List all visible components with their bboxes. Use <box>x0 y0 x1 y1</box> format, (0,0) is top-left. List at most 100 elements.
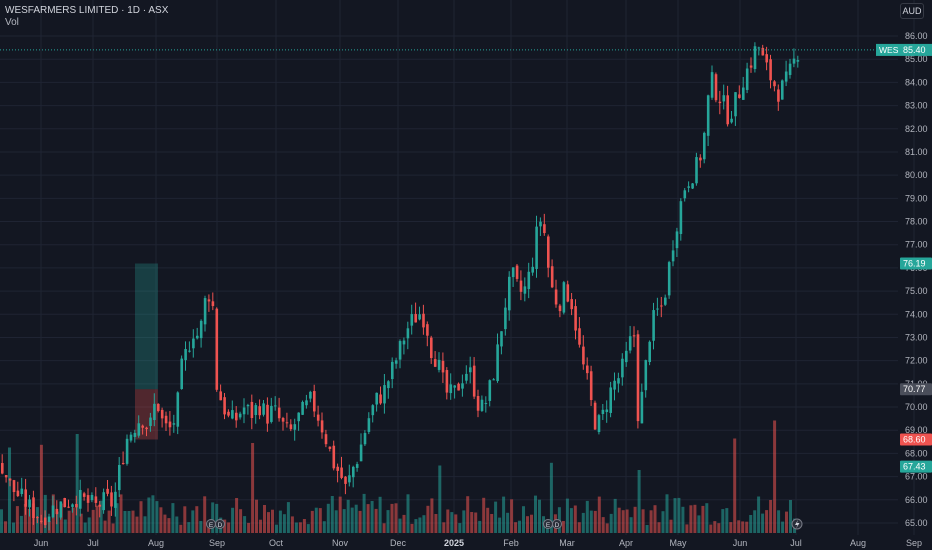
candle-body <box>293 424 297 430</box>
dividend-marker[interactable]: D <box>552 519 562 530</box>
volume-bar <box>733 438 737 533</box>
volume-bar <box>187 522 191 533</box>
volume-bar <box>103 520 107 533</box>
candle-body <box>589 371 593 401</box>
volume-bar <box>458 523 462 533</box>
candle-body <box>172 423 176 425</box>
volume-bar <box>597 496 601 533</box>
candle <box>566 280 570 303</box>
candle <box>461 374 464 397</box>
news-bolt-icon[interactable] <box>791 518 803 530</box>
candle-body <box>352 466 355 478</box>
volume-bar <box>131 510 135 533</box>
volume-bar <box>402 514 406 533</box>
volume-bar <box>589 510 593 533</box>
volume-bar <box>745 521 749 533</box>
candle <box>418 306 421 321</box>
volume-bar <box>362 493 366 533</box>
price-tick-label: 69.00 <box>905 425 928 435</box>
symbol-tag-label: WES <box>879 45 899 55</box>
candle-body <box>640 391 644 424</box>
candle-body <box>433 359 437 367</box>
volume-bar <box>422 515 426 533</box>
candle <box>687 181 690 193</box>
volume-bar <box>334 510 338 533</box>
candle <box>636 330 640 429</box>
dividend-marker[interactable]: D <box>215 519 225 530</box>
candle-body <box>691 183 694 189</box>
candle <box>457 382 460 391</box>
candle <box>246 403 250 415</box>
candle <box>106 480 109 497</box>
volume-bar <box>294 522 298 533</box>
candle-body <box>523 286 527 294</box>
volume-bar <box>322 521 326 533</box>
event-marker-label: D <box>555 522 560 529</box>
candle <box>51 495 55 519</box>
volume-bar <box>314 507 318 533</box>
volume-bar <box>665 494 669 533</box>
volume-bar <box>486 507 490 533</box>
candle-body <box>449 384 453 394</box>
candle-body <box>90 495 94 501</box>
candle <box>511 267 515 287</box>
candle <box>313 384 316 418</box>
volume-bar <box>765 510 769 533</box>
candle-body <box>231 410 234 419</box>
candle <box>355 461 359 472</box>
candle <box>387 380 390 399</box>
volume-bar <box>0 509 3 533</box>
volume-bar <box>649 510 653 533</box>
volume-bar <box>267 512 270 533</box>
volume-bar <box>350 507 354 533</box>
volume-bar <box>518 520 521 533</box>
price-tag-label: 68.60 <box>903 435 926 445</box>
candle <box>324 429 328 448</box>
time-tick-label: Jun <box>733 538 748 548</box>
volume-bar <box>115 503 119 533</box>
time-tick-label: Sep <box>209 538 225 548</box>
candle <box>164 411 168 431</box>
candle <box>231 400 234 420</box>
volume-bar <box>247 522 251 533</box>
earnings-marker[interactable]: E <box>206 519 216 530</box>
event-marker-circle <box>215 519 225 529</box>
currency-button[interactable]: AUD <box>900 3 924 19</box>
volume-bar <box>318 508 322 533</box>
volume-bar <box>139 501 143 533</box>
candle-body <box>250 401 254 418</box>
candle <box>316 405 320 427</box>
candle <box>554 279 558 308</box>
volume-bar <box>123 511 127 533</box>
candle-body <box>574 306 577 331</box>
candle <box>738 85 741 99</box>
candle-body <box>777 89 780 102</box>
candle-body <box>8 478 12 481</box>
volume-bar <box>346 499 350 533</box>
candle-body <box>24 489 27 507</box>
volume-bar <box>522 506 525 533</box>
time-tick-label: Jul <box>87 538 99 548</box>
candle-body <box>773 81 776 87</box>
earnings-marker[interactable]: E <box>543 519 553 530</box>
volume-bar <box>382 523 386 533</box>
volume-bar <box>534 495 537 533</box>
candle <box>398 339 402 369</box>
candle <box>133 429 137 443</box>
volume-bar <box>426 505 430 533</box>
candle <box>628 325 632 354</box>
volume-bar <box>761 513 765 533</box>
price-tick-label: 82.00 <box>905 124 928 134</box>
candle-body <box>277 407 281 419</box>
candle-body <box>531 266 534 273</box>
volume-bar <box>446 509 450 533</box>
price-tick-label: 74.00 <box>905 309 928 319</box>
candle-body <box>32 497 35 519</box>
candle-body <box>687 186 690 188</box>
volume-bar <box>657 522 661 533</box>
candle <box>640 383 644 424</box>
candle-body <box>149 417 152 426</box>
candle-body <box>632 335 636 337</box>
candle <box>379 386 382 405</box>
